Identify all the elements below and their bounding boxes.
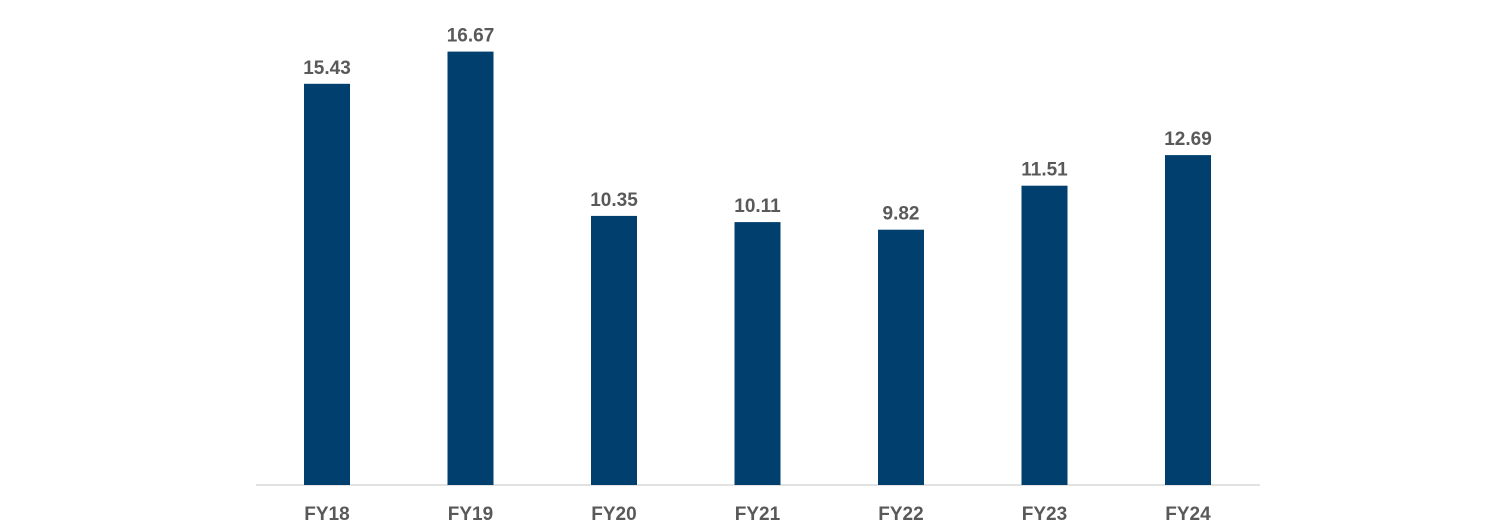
- bar-fy19: [447, 51, 494, 485]
- value-label-fy21: 10.11: [734, 196, 781, 217]
- value-label-fy20: 10.35: [590, 190, 638, 211]
- tick-label-fy22: FY22: [878, 504, 923, 525]
- bar-fy20: [591, 215, 637, 485]
- x-tick-labels: FY18 FY19 FY20 FY21 FY22 FY23 FY24: [304, 504, 1211, 525]
- bar-fy22: [878, 229, 924, 485]
- bars: [304, 51, 1211, 486]
- tick-label-fy23: FY23: [1022, 504, 1067, 525]
- value-label-fy24: 12.69: [1164, 129, 1212, 150]
- value-label-fy23: 11.51: [1021, 160, 1068, 181]
- value-label-fy19: 16.67: [447, 26, 495, 47]
- bar-fy23: [1021, 185, 1068, 485]
- value-label-fy18: 15.43: [303, 58, 351, 79]
- tick-label-fy21: FY21: [735, 504, 781, 525]
- data-labels: 15.43 16.67 10.35 10.11 9.82 11.51 12.69: [303, 26, 1212, 225]
- bar-fy24: [1165, 155, 1211, 485]
- bar-fy18: [304, 83, 350, 486]
- tick-label-fy18: FY18: [304, 504, 349, 525]
- value-label-fy22: 9.82: [883, 204, 920, 225]
- bar-fy21: [734, 222, 781, 485]
- tick-label-fy20: FY20: [591, 504, 636, 525]
- tick-label-fy19: FY19: [448, 504, 493, 525]
- tick-label-fy24: FY24: [1165, 504, 1211, 525]
